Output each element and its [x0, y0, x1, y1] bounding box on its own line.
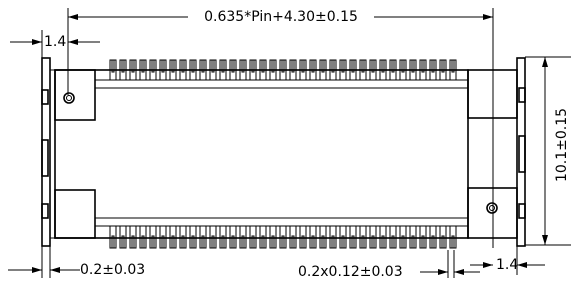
drawing: 0.635*Pin+4.30±0.15 1.4 0.2±0.03 0.2x0.1…: [0, 0, 571, 282]
overall-length-label: 0.635*Pin+4.30±0.15: [204, 9, 358, 25]
pin: [260, 226, 266, 248]
pin: [220, 226, 226, 248]
connector-body: [42, 58, 525, 248]
pin: [160, 226, 166, 248]
bracket-thickness-label: 0.2±0.03: [80, 262, 145, 278]
pin: [270, 226, 276, 248]
pin-size-label: 0.2x0.12±0.03: [298, 264, 403, 280]
pin: [120, 226, 126, 248]
pin: [230, 226, 236, 248]
pin: [450, 226, 456, 248]
pin: [380, 226, 386, 248]
pin: [300, 226, 306, 248]
pin: [290, 226, 296, 248]
pin: [400, 226, 406, 248]
pin: [190, 226, 196, 248]
pin: [410, 226, 416, 248]
pin: [370, 226, 376, 248]
left-offset-label: 1.4: [44, 34, 66, 50]
pin: [440, 226, 446, 248]
pin: [430, 226, 436, 248]
pin: [180, 226, 186, 248]
width-label: 10.1±0.15: [554, 108, 570, 182]
right-offset-label: 1.4: [496, 257, 518, 273]
pin: [360, 226, 366, 248]
pin: [330, 226, 336, 248]
pin: [240, 226, 246, 248]
pin: [140, 226, 146, 248]
pin: [280, 226, 286, 248]
pin: [170, 226, 176, 248]
pin: [250, 226, 256, 248]
pin: [320, 226, 326, 248]
pin: [130, 226, 136, 248]
pin: [200, 226, 206, 248]
pin: [210, 226, 216, 248]
pin: [310, 226, 316, 248]
page: 0.635*Pin+4.30±0.15 1.4 0.2±0.03 0.2x0.1…: [0, 0, 571, 282]
pin: [420, 226, 426, 248]
pin: [110, 226, 116, 248]
pin: [340, 226, 346, 248]
pin: [390, 226, 396, 248]
pin: [150, 226, 156, 248]
pin: [350, 226, 356, 248]
